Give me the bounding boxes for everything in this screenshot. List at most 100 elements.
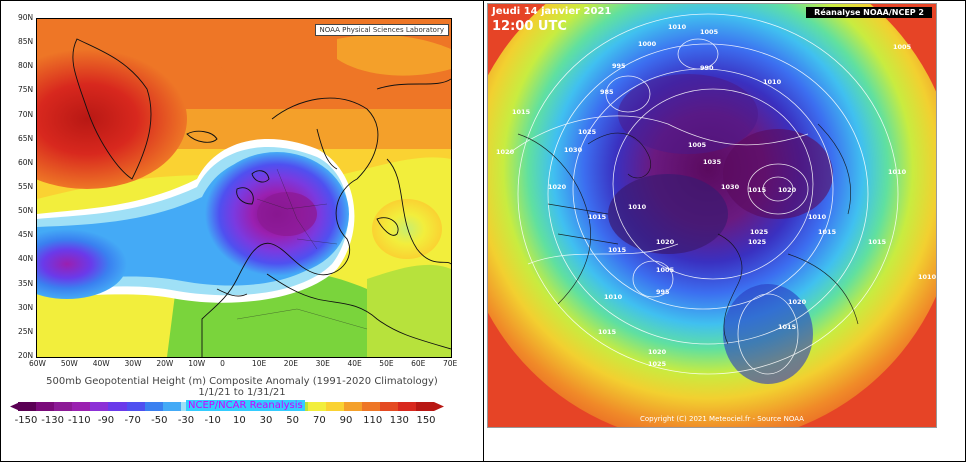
pressure-label: 1010 <box>888 168 907 176</box>
pressure-label: 1015 <box>598 328 617 336</box>
pressure-label: 1015 <box>778 323 797 331</box>
copyright-notice: Copyright (C) 2021 Meteociel.fr - Source… <box>640 415 804 423</box>
colorbar-segment <box>361 402 380 411</box>
latitude-label: 60N <box>18 157 34 167</box>
longitude-label: 30W <box>124 359 142 368</box>
colorbar-tick: -90 <box>97 415 115 426</box>
pressure-label: 1010 <box>763 78 782 86</box>
latitude-label: 35N <box>18 278 34 288</box>
reanalysis-map: 1010 1005 1000 995 990 985 1015 1020 102… <box>487 3 937 428</box>
colorbar-tick: 70 <box>312 415 326 426</box>
latitude-label: 75N <box>18 85 34 95</box>
pressure-label: 1020 <box>778 186 797 194</box>
colorbar-source-label: NCEP/NCAR Reanalysis <box>186 400 305 411</box>
pressure-label: 1005 <box>656 266 675 274</box>
longitude-label: 40E <box>347 359 362 368</box>
colorbar-tick: -50 <box>151 415 168 426</box>
longitude-label: 50W <box>60 359 78 368</box>
pressure-label: 1030 <box>721 183 740 191</box>
colorbar-segment <box>126 402 145 411</box>
colorbar-segment <box>54 402 73 411</box>
longitude-label: 40W <box>92 359 110 368</box>
colorbar-tick: -150 <box>14 415 38 426</box>
pressure-label: 1015 <box>818 228 837 236</box>
panel-divider <box>483 0 484 462</box>
colorbar-segment <box>108 402 127 411</box>
colorbar-left-arrow <box>10 402 20 411</box>
latitude-label: 90N <box>18 13 34 22</box>
longitude-label: 30E <box>315 359 330 368</box>
pressure-label: 1010 <box>808 213 827 221</box>
latitude-label: 85N <box>18 37 34 47</box>
pressure-label: 1010 <box>668 23 687 31</box>
pressure-label: 1010 <box>918 273 936 281</box>
longitude-label: 20E <box>283 359 299 368</box>
latitude-label: 30N <box>18 302 34 312</box>
pressure-label: 1020 <box>496 148 515 156</box>
map-time: 12:00 UTC <box>492 19 567 34</box>
latitude-label: 50N <box>18 206 34 216</box>
pressure-label: 1005 <box>700 28 719 36</box>
pressure-label: 1035 <box>703 158 722 166</box>
longitude-label: 70E <box>443 359 458 368</box>
pressure-label: 1005 <box>688 141 707 149</box>
pressure-label: 1030 <box>564 146 583 154</box>
colorbar-segment <box>18 402 37 411</box>
pressure-label: 995 <box>612 62 626 70</box>
colorbar-right-arrow <box>434 402 444 411</box>
colorbar-tick: 110 <box>363 415 383 426</box>
colorbar-segment <box>36 402 55 411</box>
pressure-label: 1025 <box>648 360 667 368</box>
colorbar-tick: -30 <box>177 415 195 426</box>
latitude-label: 45N <box>18 230 34 240</box>
pressure-label: 1020 <box>648 348 667 356</box>
colorbar-segment <box>343 402 362 411</box>
latitude-label: 70N <box>18 109 34 119</box>
noaa-credit: NOAA Physical Sciences Laboratory <box>314 24 449 36</box>
longitude-label: 0 <box>220 359 225 368</box>
latitude-label: 55N <box>18 182 34 191</box>
pressure-label: 1020 <box>656 238 675 246</box>
colorbar-segment <box>397 402 417 411</box>
longitude-label: 10E <box>251 359 267 368</box>
longitude-label: 60W <box>29 359 46 368</box>
pressure-label: 1015 <box>512 108 531 116</box>
map-date: Jeudi 14 janvier 2021 <box>492 6 612 17</box>
colorbar-segment <box>416 402 435 411</box>
pressure-label: 1000 <box>638 40 657 48</box>
colorbar-tick: 150 <box>416 415 436 426</box>
pressure-label: 1015 <box>608 246 627 254</box>
pressure-label: 1025 <box>578 128 597 136</box>
pressure-label: 1025 <box>748 238 767 246</box>
colorbar-segment <box>307 402 326 411</box>
pressure-label: 995 <box>656 288 670 296</box>
latitude-label: 80N <box>18 61 34 71</box>
colorbar-tick: -110 <box>67 415 91 426</box>
longitude-label: 50E <box>379 359 394 368</box>
colorbar-tick: 90 <box>339 415 353 426</box>
colorbar-segment <box>144 402 163 411</box>
latitude-label: 65N <box>18 133 34 143</box>
colorbar-tick: -10 <box>204 415 221 426</box>
colorbar-tick: 50 <box>286 415 300 426</box>
pressure-label: 1020 <box>788 298 807 306</box>
pressure-label: 985 <box>600 88 614 96</box>
pressure-label: 990 <box>700 64 714 72</box>
latitude-label: 40N <box>18 254 34 264</box>
pressure-label: 1015 <box>748 186 767 194</box>
longitude-label: 60E <box>411 359 426 368</box>
colorbar-tick: -130 <box>41 415 65 426</box>
colorbar-segment <box>379 402 398 411</box>
pressure-label: 1005 <box>893 43 912 51</box>
latitude-label: 20N <box>18 351 34 360</box>
longitude-label: 20W <box>156 359 174 368</box>
anomaly-map: NOAA Physical Sciences Laboratory <box>36 18 452 358</box>
colorbar-tick: -70 <box>124 415 141 426</box>
longitude-label: 10W <box>188 359 206 368</box>
colorbar-segment <box>162 402 181 411</box>
pressure-label: 1010 <box>604 293 623 301</box>
colorbar-tick: 130 <box>389 415 409 426</box>
map-caption: 500mb Geopotential Height (m) Composite … <box>46 376 438 387</box>
colorbar-segment <box>72 402 91 411</box>
pressure-label: 1020 <box>548 183 567 191</box>
